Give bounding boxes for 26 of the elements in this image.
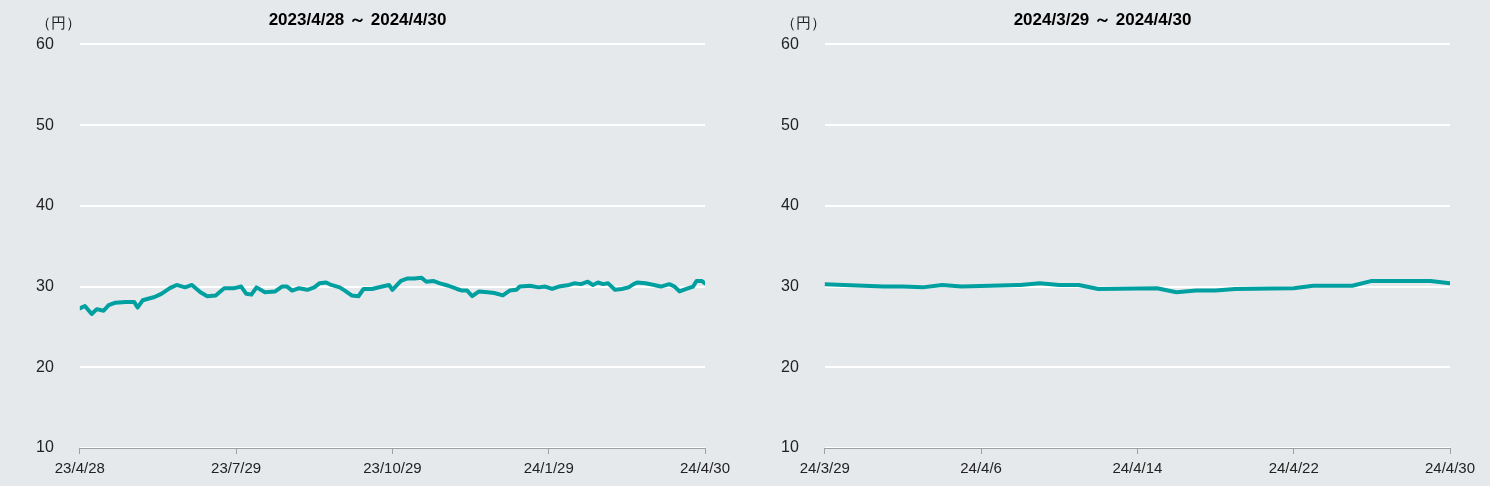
x-tick-label: 24/4/6 <box>960 459 1002 477</box>
x-tick-label: 24/3/29 <box>799 459 850 477</box>
y-tick-label: 30 <box>36 276 54 294</box>
y-tick-label: 50 <box>36 115 54 133</box>
y-axis-title: （円） <box>780 14 826 32</box>
y-tick-label: 40 <box>781 196 799 214</box>
x-tick-label: 24/4/14 <box>1112 459 1163 477</box>
y-tick-label: 60 <box>36 34 54 52</box>
y-tick-label: 10 <box>36 438 54 456</box>
y-tick-label: 10 <box>781 438 799 456</box>
chart-title: 2024/3/29 ～ 2024/4/30 <box>1013 9 1192 29</box>
x-tick-label: 24/4/22 <box>1268 459 1319 477</box>
x-tick-label: 24/4/30 <box>1424 459 1476 477</box>
y-tick-label: 20 <box>781 357 799 375</box>
y-tick-label: 20 <box>36 357 54 375</box>
chart-title: 2023/4/28 ～ 2024/4/30 <box>268 9 447 29</box>
x-tick-label: 23/10/29 <box>363 459 422 477</box>
y-tick-label: 60 <box>781 34 799 52</box>
y-tick-label: 30 <box>781 276 799 294</box>
y-tick-label: 50 <box>781 115 799 133</box>
x-tick-label: 23/4/28 <box>54 459 105 477</box>
y-axis-title: （円） <box>35 14 81 32</box>
x-tick-label: 24/1/29 <box>523 459 574 477</box>
y-tick-label: 40 <box>36 196 54 214</box>
x-tick-label: 24/4/30 <box>679 459 731 477</box>
x-tick-label: 23/7/29 <box>211 459 262 477</box>
